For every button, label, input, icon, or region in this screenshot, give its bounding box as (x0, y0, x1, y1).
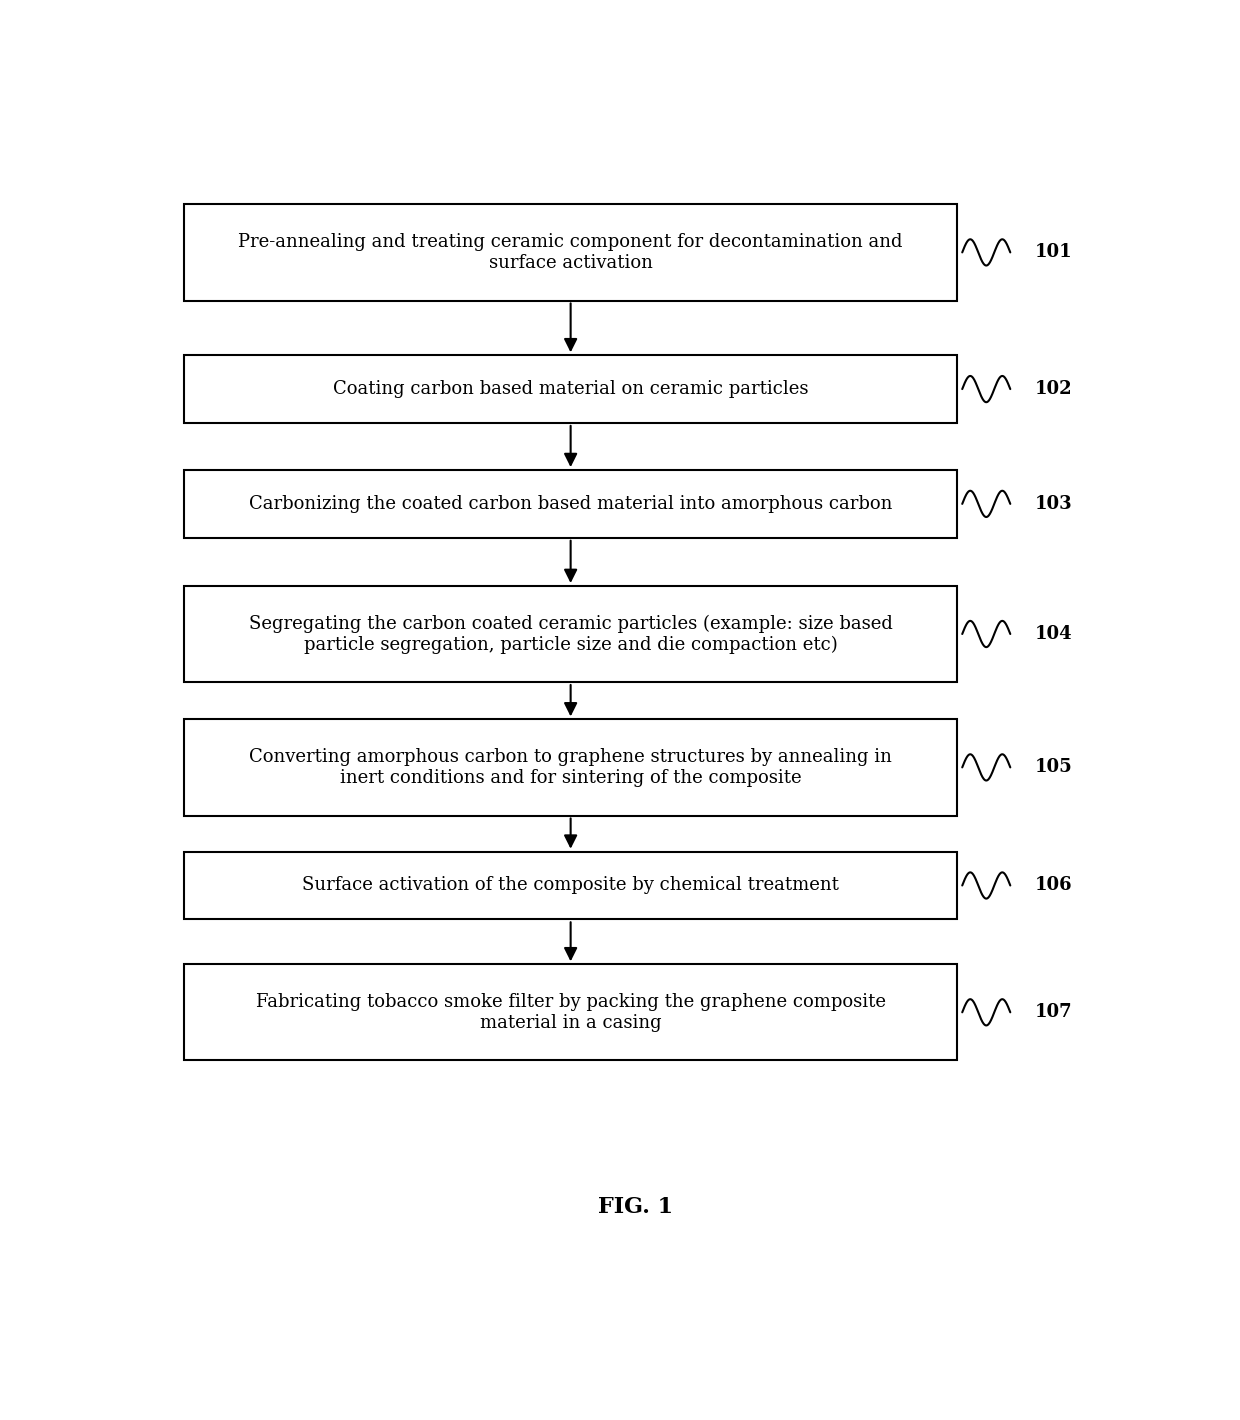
Text: 104: 104 (1034, 625, 1071, 643)
Text: Carbonizing the coated carbon based material into amorphous carbon: Carbonizing the coated carbon based mate… (249, 496, 893, 513)
FancyBboxPatch shape (184, 720, 957, 815)
Text: Segregating the carbon coated ceramic particles (example: size based
particle se: Segregating the carbon coated ceramic pa… (249, 615, 893, 653)
FancyBboxPatch shape (184, 586, 957, 682)
FancyBboxPatch shape (184, 852, 957, 919)
Text: 106: 106 (1034, 876, 1071, 895)
FancyBboxPatch shape (184, 204, 957, 301)
Text: Converting amorphous carbon to graphene structures by annealing in
inert conditi: Converting amorphous carbon to graphene … (249, 748, 892, 787)
Text: FIG. 1: FIG. 1 (598, 1196, 673, 1218)
Text: Surface activation of the composite by chemical treatment: Surface activation of the composite by c… (303, 876, 839, 895)
Text: Coating carbon based material on ceramic particles: Coating carbon based material on ceramic… (332, 381, 808, 398)
FancyBboxPatch shape (184, 964, 957, 1061)
FancyBboxPatch shape (184, 355, 957, 423)
Text: Pre-annealing and treating ceramic component for decontamination and
surface act: Pre-annealing and treating ceramic compo… (238, 233, 903, 271)
Text: 107: 107 (1034, 1004, 1071, 1021)
Text: 101: 101 (1034, 243, 1071, 261)
FancyBboxPatch shape (184, 470, 957, 538)
Text: 103: 103 (1034, 496, 1071, 513)
Text: 105: 105 (1034, 758, 1073, 777)
Text: Fabricating tobacco smoke filter by packing the graphene composite
material in a: Fabricating tobacco smoke filter by pack… (255, 993, 885, 1032)
Text: 102: 102 (1034, 381, 1071, 398)
